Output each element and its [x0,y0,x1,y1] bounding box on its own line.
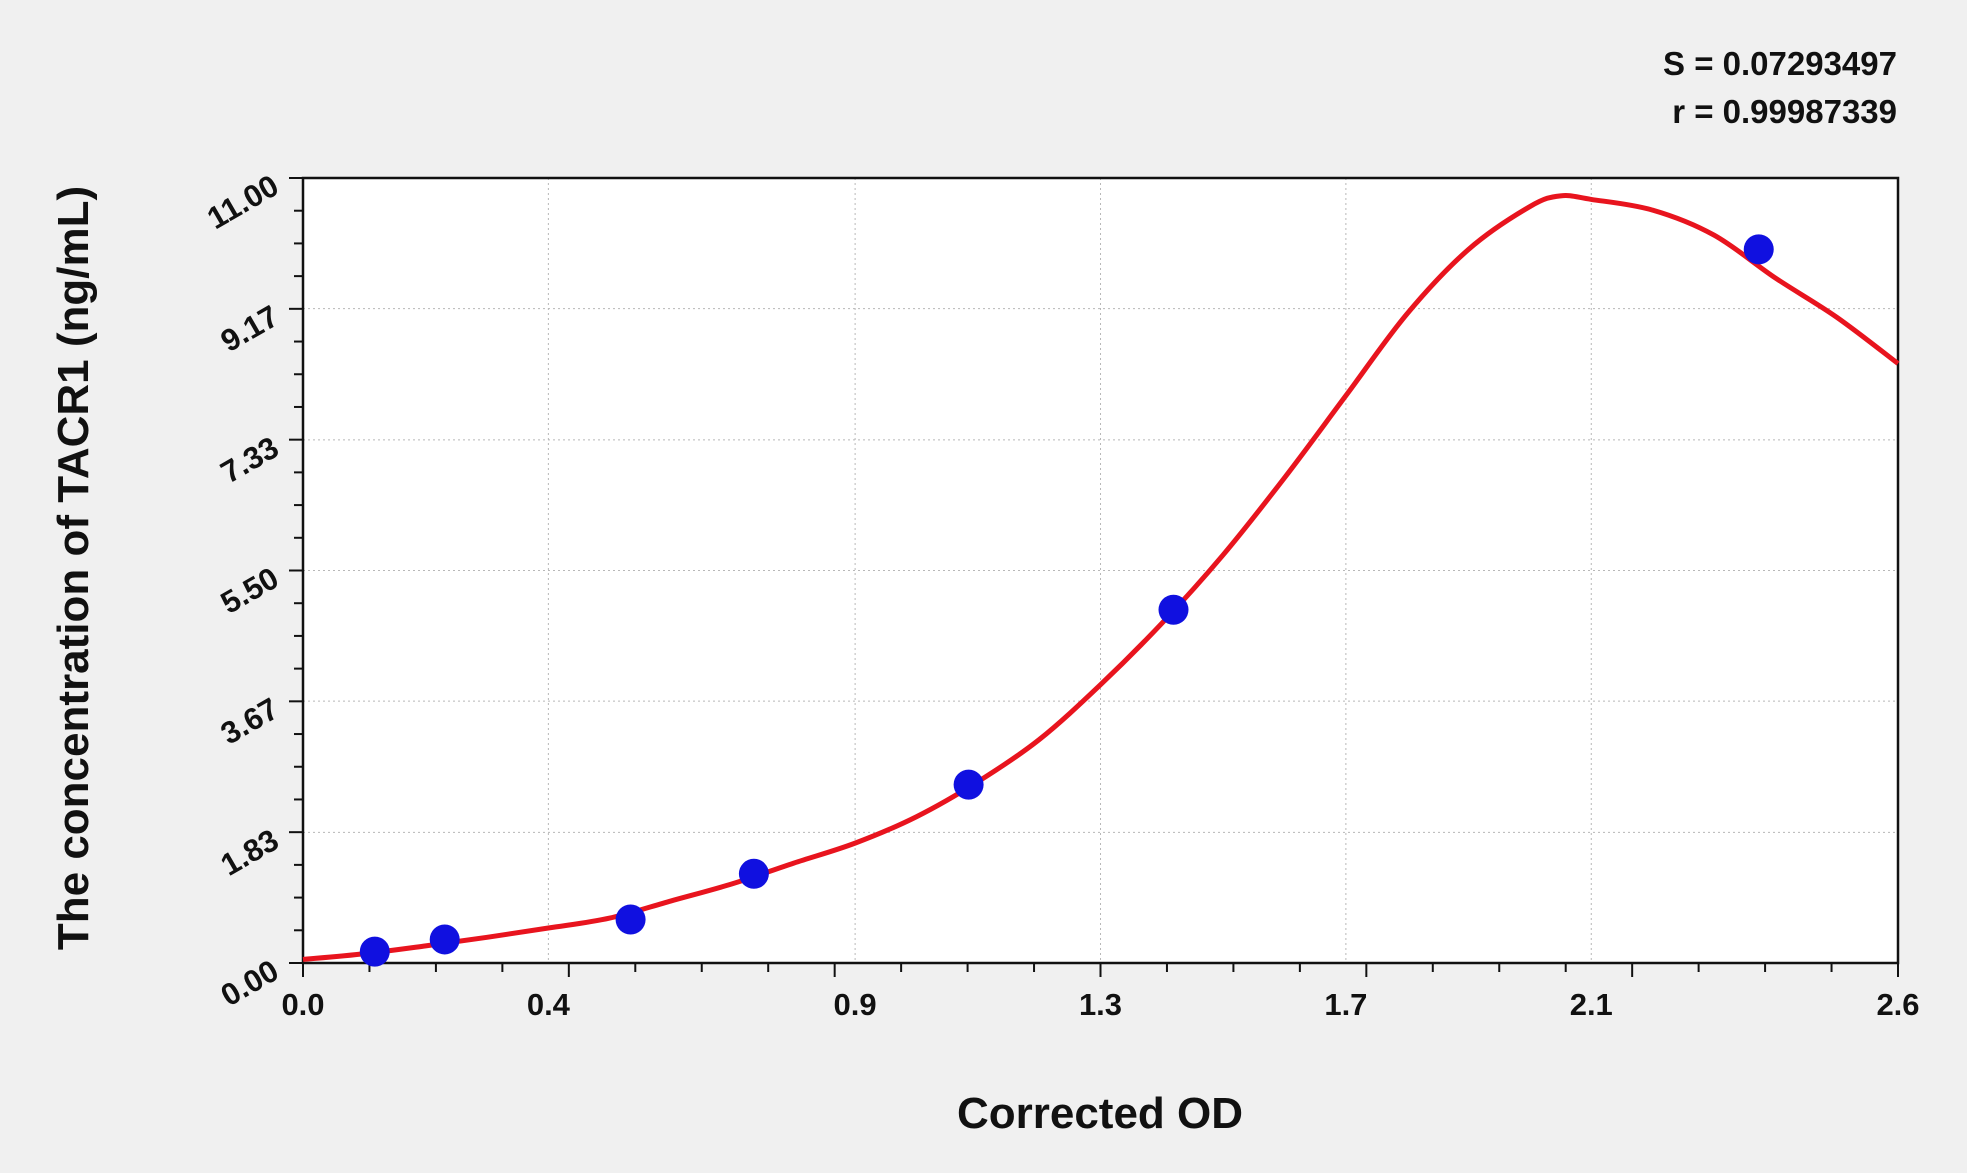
y-tick-label: 7.33 [215,430,285,490]
y-tick-label: 5.50 [215,560,285,620]
x-axis-title: Corrected OD [957,1089,1243,1138]
x-tick-label: 0.0 [281,987,324,1022]
y-tick-label: 3.67 [215,691,285,751]
x-tick-label: 0.9 [834,987,877,1022]
data-point [953,769,984,800]
grid-layer [303,178,1898,963]
data-point [359,936,390,967]
data-point [738,858,769,889]
x-tick-label: 2.6 [1876,987,1919,1022]
x-tick-label: 1.7 [1324,987,1367,1022]
y-axis-title: The concentration of TACR1 (ng/mL) [49,186,98,950]
data-point [1743,234,1774,265]
data-point [429,924,460,955]
data-point [1158,594,1189,625]
y-tick-label: 1.83 [215,822,285,882]
y-tick-label: 11.00 [201,168,284,236]
points-layer [359,234,1774,967]
x-tick-label: 0.4 [527,987,571,1022]
stat-s: S = 0.07293497 [1663,45,1897,82]
fitted-curve-line [302,193,1900,962]
x-tick-label: 1.3 [1079,987,1122,1022]
y-tick-label: 9.17 [215,298,285,358]
stat-r: r = 0.99987339 [1672,93,1897,130]
data-point [615,904,646,935]
x-tick-label: 2.1 [1570,987,1613,1022]
curve-layer [302,193,1900,962]
y-tick-label: 0.00 [215,953,285,1013]
